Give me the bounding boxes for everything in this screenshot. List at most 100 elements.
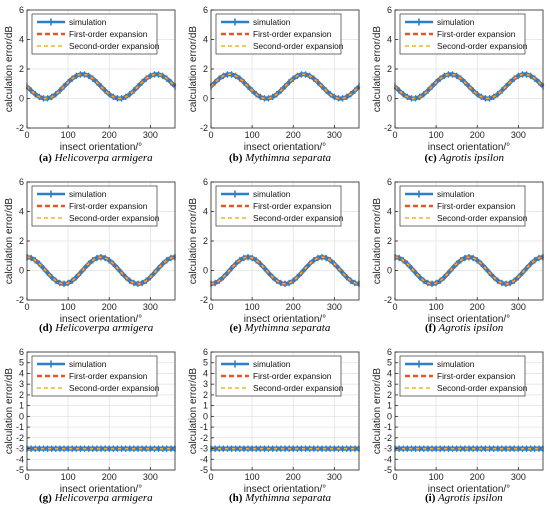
legend-label: First-order expansion (253, 371, 332, 381)
chart-panel-g: 0 100 200 300 -5 -4 -3 -2 -1 0 1 2 3 4 5 6 insect orient… (4, 347, 176, 495)
y-tick-label: 4 (387, 35, 392, 45)
x-tick-label: 200 (286, 472, 301, 482)
caption-letter: (b) (229, 152, 243, 164)
x-axis-label: insect orientation/° (60, 314, 142, 325)
y-tick-label: 4 (19, 35, 24, 45)
caption-letter: (a) (39, 152, 52, 164)
x-axis-label: insect orientation/° (244, 142, 326, 153)
y-tick-label: 3 (19, 379, 24, 389)
legend-label: Second-order expansion (69, 383, 160, 393)
legend: simulation First-order expansion Second-or… (399, 185, 528, 227)
x-axis-label: insect orientation/° (428, 314, 510, 325)
y-tick-label: 3 (387, 379, 392, 389)
legend-label: Second-order expansion (437, 213, 528, 223)
y-tick-label: 0 (203, 266, 208, 276)
x-tick-label: 0 (24, 302, 29, 312)
caption-species: Mythimna separata (242, 152, 332, 164)
y-tick-label: 1 (203, 401, 208, 411)
series-second-order (26, 73, 176, 100)
panel-caption: (d) Helicoverpa armigera (39, 322, 153, 334)
y-tick-label: -4 (16, 454, 24, 464)
y-tick-label: 1 (387, 401, 392, 411)
series-second-order (210, 73, 360, 100)
legend-label: simulation (437, 359, 475, 369)
y-tick-label: -4 (200, 454, 208, 464)
legend-box (399, 185, 526, 227)
y-axis-label: calculation error/dB (372, 26, 383, 112)
y-tick-label: -5 (200, 465, 208, 475)
y-tick-label: 2 (203, 236, 208, 246)
series-second-order (394, 256, 544, 285)
legend-label: Second-order expansion (253, 383, 344, 393)
y-axis-label: calculation error/dB (188, 198, 199, 284)
legend-label: First-order expansion (253, 29, 332, 39)
y-tick-label: -1 (16, 422, 24, 432)
x-tick-label: 100 (61, 472, 76, 482)
caption-species: Agrotis ipsilon (436, 152, 504, 164)
legend: simulation First-order expansion Second-or… (31, 185, 160, 227)
x-axis-label: insect orientation/° (428, 484, 510, 495)
x-tick-label: 0 (392, 302, 397, 312)
y-tick-label: 0 (19, 94, 24, 104)
y-tick-label: 0 (19, 266, 24, 276)
y-tick-label: 5 (19, 358, 24, 368)
x-tick-label: 200 (286, 130, 301, 140)
chart-panel-c: 0 100 200 300 -2 0 2 4 6 insect orientation/° calc… (372, 5, 545, 153)
legend-label: simulation (69, 17, 107, 27)
y-tick-label: -5 (16, 465, 24, 475)
y-tick-label: 6 (19, 347, 24, 357)
x-axis-label: insect orientation/° (244, 484, 326, 495)
legend-label: simulation (437, 17, 475, 27)
x-axis-label: insect orientation/° (60, 142, 142, 153)
x-tick-label: 200 (102, 302, 117, 312)
y-tick-label: -2 (200, 295, 208, 305)
caption-species: Mythimna separata (241, 322, 331, 334)
y-tick-label: 2 (19, 390, 24, 400)
caption-species: Helicoverpa armigera (52, 322, 154, 334)
x-tick-label: 300 (511, 130, 526, 140)
series-second-order (210, 256, 360, 285)
chart-panel-f: 0 100 200 300 -2 0 2 4 6 insect orientation/° calc… (372, 177, 544, 325)
y-tick-label: -2 (16, 295, 24, 305)
y-tick-label: 0 (203, 411, 208, 421)
x-tick-label: 200 (286, 302, 301, 312)
legend: simulation First-order expansion Second-or… (31, 355, 160, 397)
caption-letter: (i) (425, 492, 436, 504)
legend: simulation First-order expansion Second-or… (215, 185, 344, 227)
legend-label: Second-order expansion (253, 41, 344, 51)
panel-caption: (i) Agrotis ipsilon (425, 492, 503, 504)
y-tick-label: 6 (203, 177, 208, 187)
series-second-order (394, 73, 544, 100)
y-tick-label: 6 (387, 347, 392, 357)
caption-species: Agrotis ipsilon (435, 492, 503, 504)
x-axis-label: insect orientation/° (428, 142, 510, 153)
x-tick-label: 100 (61, 130, 76, 140)
y-tick-label: 6 (19, 5, 24, 15)
x-tick-label: 300 (511, 302, 526, 312)
legend-label: Second-order expansion (69, 41, 160, 51)
legend: simulation First-order expansion Second-or… (399, 355, 528, 397)
legend-label: simulation (69, 189, 107, 199)
y-tick-label: 4 (387, 368, 392, 378)
legend-box (31, 185, 158, 227)
legend-label: First-order expansion (437, 201, 516, 211)
panel-caption: (e) Mythimna separata (230, 322, 331, 334)
legend-label: Second-order expansion (69, 213, 160, 223)
axes-box (394, 351, 544, 471)
legend-box (215, 185, 342, 227)
caption-letter: (f) (425, 322, 436, 334)
x-tick-label: 100 (429, 472, 444, 482)
y-tick-label: -2 (200, 433, 208, 443)
y-tick-label: -2 (200, 123, 208, 133)
y-tick-label: 4 (203, 207, 208, 217)
x-tick-label: 0 (208, 472, 213, 482)
y-axis-label: calculation error/dB (4, 26, 15, 112)
